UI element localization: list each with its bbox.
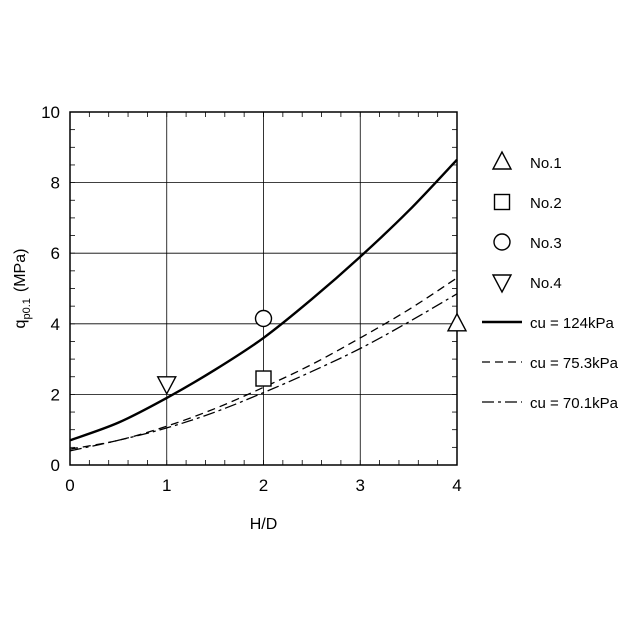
y-tick-labels: 0 2 4 6 8 10 bbox=[41, 103, 60, 475]
grid bbox=[70, 112, 457, 465]
x-tick-label: 1 bbox=[162, 476, 171, 495]
legend-marker-4 bbox=[493, 275, 511, 292]
y-tick-label: 2 bbox=[51, 385, 60, 404]
legend-marker-2 bbox=[495, 195, 510, 210]
legend-label: No.3 bbox=[530, 235, 562, 252]
x-tick-label: 0 bbox=[65, 476, 74, 495]
legend-label: No.1 bbox=[530, 155, 562, 172]
y-tick-label: 4 bbox=[51, 315, 60, 334]
y-axis-title-unit: (MPa) bbox=[12, 249, 29, 293]
x-axis-title: H/D bbox=[250, 516, 278, 533]
x-tick-label: 3 bbox=[356, 476, 365, 495]
legend-marker-1 bbox=[493, 152, 511, 169]
legend-label: cu = 75.3kPa bbox=[530, 355, 619, 372]
legend-label: No.4 bbox=[530, 275, 562, 292]
y-axis-title: qp0.1 (MPa) bbox=[12, 249, 33, 329]
legend: No.1 No.2 No.3 No.4 cu = 124kPa cu = 75.3kPa c… bbox=[482, 152, 619, 412]
legend-label: No.2 bbox=[530, 195, 562, 212]
y-tick-label: 6 bbox=[51, 244, 60, 263]
y-axis-title-main: q bbox=[12, 320, 29, 329]
y-tick-label: 8 bbox=[51, 174, 60, 193]
legend-label: cu = 70.1kPa bbox=[530, 395, 619, 412]
y-tick-label: 10 bbox=[41, 103, 60, 122]
y-tick-label: 0 bbox=[51, 456, 60, 475]
legend-marker-3 bbox=[494, 234, 510, 250]
data-point-no4 bbox=[158, 377, 176, 394]
x-tick-labels: 0 1 2 3 4 bbox=[65, 476, 461, 495]
x-tick-label: 2 bbox=[259, 476, 268, 495]
x-tick-label: 4 bbox=[452, 476, 461, 495]
data-point-no1 bbox=[448, 314, 466, 331]
data-point-no3 bbox=[256, 311, 272, 327]
data-points bbox=[158, 311, 466, 394]
data-point-no2 bbox=[256, 371, 271, 386]
y-axis-title-sub: p0.1 bbox=[21, 298, 33, 319]
legend-label: cu = 124kPa bbox=[530, 315, 614, 332]
